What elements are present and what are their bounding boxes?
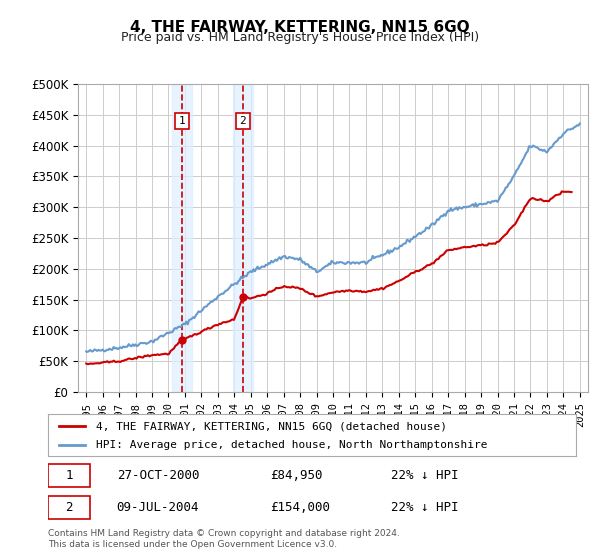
Text: HPI: Average price, detached house, North Northamptonshire: HPI: Average price, detached house, Nort…	[95, 440, 487, 450]
Text: 2: 2	[65, 501, 73, 514]
Text: 4, THE FAIRWAY, KETTERING, NN15 6GQ (detached house): 4, THE FAIRWAY, KETTERING, NN15 6GQ (det…	[95, 421, 446, 431]
Text: 27-OCT-2000: 27-OCT-2000	[116, 469, 199, 482]
Text: 4, THE FAIRWAY, KETTERING, NN15 6GQ: 4, THE FAIRWAY, KETTERING, NN15 6GQ	[130, 20, 470, 35]
Text: 22% ↓ HPI: 22% ↓ HPI	[391, 469, 459, 482]
FancyBboxPatch shape	[48, 464, 90, 487]
Text: This data is licensed under the Open Government Licence v3.0.: This data is licensed under the Open Gov…	[48, 540, 337, 549]
Bar	[233, 84, 253, 392]
Text: 09-JUL-2004: 09-JUL-2004	[116, 501, 199, 514]
Text: 2: 2	[239, 116, 246, 126]
Bar	[572, 84, 588, 392]
Bar	[172, 84, 192, 392]
Text: 22% ↓ HPI: 22% ↓ HPI	[391, 501, 459, 514]
Text: 1: 1	[179, 116, 185, 126]
Text: £84,950: £84,950	[270, 469, 322, 482]
Text: 1: 1	[65, 469, 73, 482]
Text: Contains HM Land Registry data © Crown copyright and database right 2024.: Contains HM Land Registry data © Crown c…	[48, 529, 400, 538]
Text: £154,000: £154,000	[270, 501, 330, 514]
Text: Price paid vs. HM Land Registry's House Price Index (HPI): Price paid vs. HM Land Registry's House …	[121, 31, 479, 44]
FancyBboxPatch shape	[48, 496, 90, 519]
